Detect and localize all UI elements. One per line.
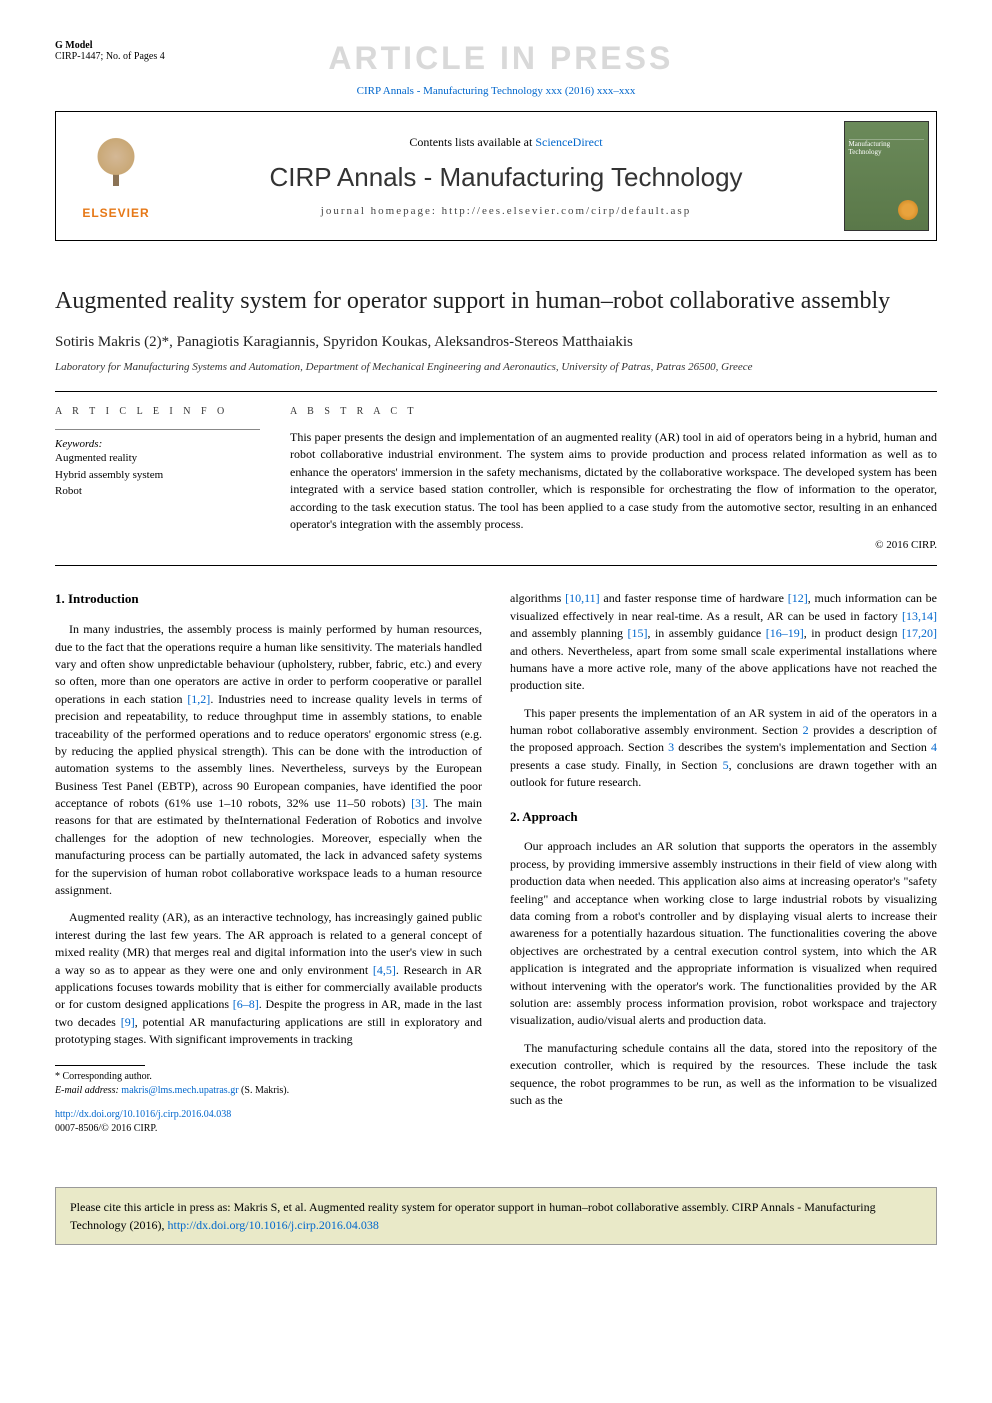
citation-link[interactable]: [10,11] <box>565 591 600 605</box>
section-ref-link[interactable]: 4 <box>931 740 937 754</box>
body-paragraph: This paper presents the implementation o… <box>510 705 937 792</box>
abstract-copyright: © 2016 CIRP. <box>290 539 937 551</box>
right-column: algorithms [10,11] and faster response t… <box>510 590 937 1136</box>
article-in-press-banner: ARTICLE IN PRESS <box>328 40 673 77</box>
sciencedirect-link[interactable]: ScienceDirect <box>535 135 602 149</box>
issn-line: 0007-8506/© 2016 CIRP. <box>55 1123 157 1134</box>
divider <box>55 391 937 392</box>
journal-header-box: ELSEVIER Contents lists available at Sci… <box>55 111 937 241</box>
keyword-item: Hybrid assembly system <box>55 467 260 484</box>
cirp-id: CIRP-1447; No. of Pages 4 <box>55 51 165 62</box>
citation-link[interactable]: [17,20] <box>902 626 937 640</box>
body-paragraph: Our approach includes an AR solution tha… <box>510 838 937 1029</box>
body-paragraph: algorithms [10,11] and faster response t… <box>510 590 937 694</box>
abstract-block: A B S T R A C T This paper presents the … <box>290 406 937 551</box>
publisher-logo-block: ELSEVIER <box>56 112 176 240</box>
footnote-rule <box>55 1065 145 1066</box>
body-paragraph: Augmented reality (AR), as an interactiv… <box>55 909 482 1048</box>
abstract-heading: A B S T R A C T <box>290 406 937 417</box>
abstract-text: This paper presents the design and imple… <box>290 429 937 533</box>
journal-reference: CIRP Annals - Manufacturing Technology x… <box>55 85 937 97</box>
citation-link[interactable]: [16–19] <box>766 626 804 640</box>
doi-block: http://dx.doi.org/10.1016/j.cirp.2016.04… <box>55 1108 482 1137</box>
keyword-item: Augmented reality <box>55 450 260 467</box>
citation-link[interactable]: [12] <box>788 591 808 605</box>
citation-link[interactable]: [13,14] <box>902 609 937 623</box>
citation-box: Please cite this article in press as: Ma… <box>55 1187 937 1245</box>
citation-link[interactable]: [1,2] <box>187 692 210 706</box>
body-two-column: 1. Introduction In many industries, the … <box>55 590 937 1136</box>
article-info-block: A R T I C L E I N F O Keywords: Augmente… <box>55 406 260 551</box>
citation-link[interactable]: [3] <box>411 796 425 810</box>
journal-cover-thumbnail: Manufacturing Technology <box>844 121 929 231</box>
authors-line: Sotiris Makris (2)*, Panagiotis Karagian… <box>55 334 937 351</box>
corresponding-author-note: * Corresponding author. <box>55 1070 482 1084</box>
author-email-link[interactable]: makris@lms.mech.upatras.gr <box>121 1085 238 1096</box>
keywords-label: Keywords: <box>55 438 260 450</box>
body-paragraph: In many industries, the assembly process… <box>55 621 482 899</box>
g-model-bar: G Model CIRP-1447; No. of Pages 4 ARTICL… <box>55 40 937 77</box>
divider <box>55 565 937 566</box>
journal-homepage: journal homepage: http://ees.elsevier.co… <box>321 205 691 217</box>
article-info-heading: A R T I C L E I N F O <box>55 406 260 417</box>
keyword-item: Robot <box>55 483 260 500</box>
contents-available-line: Contents lists available at ScienceDirec… <box>409 135 602 150</box>
citation-link[interactable]: [6–8] <box>233 997 259 1011</box>
left-column: 1. Introduction In many industries, the … <box>55 590 482 1136</box>
doi-link[interactable]: http://dx.doi.org/10.1016/j.cirp.2016.04… <box>55 1109 231 1120</box>
elsevier-tree-icon <box>76 132 156 202</box>
citation-link[interactable]: [9] <box>121 1015 135 1029</box>
citation-link[interactable]: [15] <box>627 626 647 640</box>
journal-title: CIRP Annals - Manufacturing Technology <box>269 162 742 193</box>
email-footnote: E-mail address: makris@lms.mech.upatras.… <box>55 1084 482 1098</box>
publisher-name: ELSEVIER <box>82 206 149 220</box>
citation-doi-link[interactable]: http://dx.doi.org/10.1016/j.cirp.2016.04… <box>167 1218 378 1232</box>
section-heading-intro: 1. Introduction <box>55 590 482 609</box>
body-paragraph: The manufacturing schedule contains all … <box>510 1040 937 1110</box>
g-model-label: G Model <box>55 40 165 51</box>
affiliation: Laboratory for Manufacturing Systems and… <box>55 361 937 373</box>
article-title: Augmented reality system for operator su… <box>55 286 937 316</box>
citation-link[interactable]: [4,5] <box>373 963 396 977</box>
section-heading-approach: 2. Approach <box>510 808 937 827</box>
